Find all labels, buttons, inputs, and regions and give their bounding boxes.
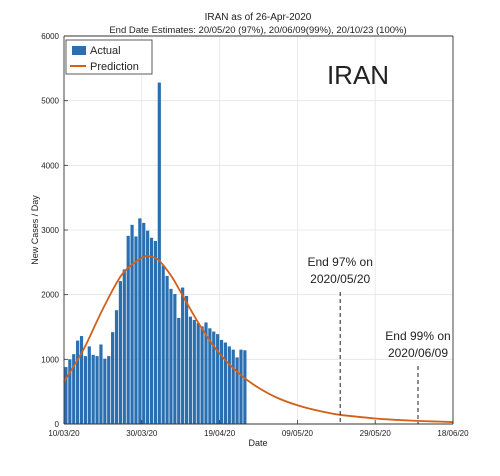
chart-subtitle: End Date Estimates: 20/05/20 (97%), 20/0… xyxy=(109,25,406,36)
bar xyxy=(184,295,189,424)
bar xyxy=(142,222,146,424)
bar xyxy=(126,235,130,424)
prediction-line xyxy=(63,255,454,423)
y-tick-label: 2000 xyxy=(41,291,59,300)
bar xyxy=(200,326,204,424)
bar xyxy=(103,358,107,424)
end-date-value: 2020/05/20 xyxy=(310,272,370,286)
bar xyxy=(196,323,200,424)
annotations: End 97% on 2020/05/20 End 99% on 2020/06/09 xyxy=(307,255,451,424)
bar xyxy=(239,349,243,424)
y-tick-label: 0 xyxy=(55,420,60,429)
bar xyxy=(79,336,84,424)
y-tick-label: 4000 xyxy=(41,161,59,170)
bar xyxy=(114,310,119,424)
bar xyxy=(91,354,95,424)
x-tick-label: 29/05/20 xyxy=(360,429,392,438)
big-country-label: IRAN xyxy=(327,60,389,90)
bar xyxy=(208,328,212,424)
bars xyxy=(64,82,247,424)
bar xyxy=(243,350,247,424)
y-axis-label: New Cases / Day xyxy=(30,195,40,265)
y-tick-label: 5000 xyxy=(41,97,59,106)
end-date-label: End 99% on xyxy=(385,329,450,343)
bar xyxy=(134,236,138,424)
bar xyxy=(216,334,220,424)
legend-swatch-actual xyxy=(72,46,86,55)
chart-title: IRAN as of 26-Apr-2020 xyxy=(205,12,312,23)
bar xyxy=(231,349,235,424)
bar xyxy=(118,281,122,424)
bar xyxy=(146,230,150,424)
bar xyxy=(122,269,126,424)
bar xyxy=(161,265,165,424)
bar xyxy=(138,218,142,424)
bar xyxy=(235,357,239,424)
bar xyxy=(204,322,208,424)
x-tick-label: 19/04/20 xyxy=(204,429,236,438)
bar xyxy=(76,340,80,424)
end-date-value: 2020/06/09 xyxy=(388,346,448,360)
bar xyxy=(212,331,216,424)
axes: 0 1000 2000 3000 4000 5000 6000 10/03/20 30/03/2… xyxy=(41,32,469,438)
x-tick-label: 10/03/20 xyxy=(48,429,80,438)
bar xyxy=(130,224,134,424)
y-tick-label: 1000 xyxy=(41,355,59,364)
legend-label-prediction: Prediction xyxy=(90,61,139,73)
prediction-line-group xyxy=(63,255,454,423)
bar xyxy=(72,354,76,424)
bar xyxy=(173,294,177,424)
legend-box xyxy=(65,39,153,75)
bar xyxy=(64,367,68,424)
legend-label-actual: Actual xyxy=(90,45,121,57)
bar xyxy=(165,275,169,424)
bar xyxy=(188,316,193,424)
bar xyxy=(192,319,196,424)
bar xyxy=(219,339,224,424)
bar xyxy=(83,356,87,424)
bar xyxy=(223,342,228,424)
bar xyxy=(95,356,99,424)
bar xyxy=(177,317,181,424)
bar xyxy=(68,359,72,424)
x-tick-label: 18/06/20 xyxy=(437,429,469,438)
bar xyxy=(157,82,161,424)
bar xyxy=(107,356,111,424)
x-axis-label: Date xyxy=(248,438,267,448)
bar xyxy=(87,346,91,424)
bar xyxy=(153,240,158,424)
y-tick-label: 3000 xyxy=(41,226,59,235)
grid xyxy=(63,35,454,425)
bar xyxy=(149,237,154,424)
x-tick-label: 30/03/20 xyxy=(126,429,158,438)
end-date-label: End 97% on xyxy=(307,255,372,269)
bar xyxy=(111,332,115,424)
legend: Actual Prediction xyxy=(65,39,153,75)
bar xyxy=(227,346,231,424)
bar xyxy=(169,288,173,424)
x-tick-label: 09/05/20 xyxy=(282,429,314,438)
y-tick-label: 6000 xyxy=(41,32,59,41)
bar xyxy=(99,344,103,424)
bar xyxy=(181,287,185,424)
